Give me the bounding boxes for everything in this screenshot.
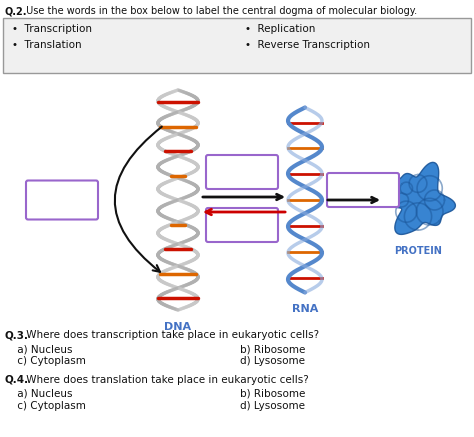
FancyBboxPatch shape [206,155,278,189]
Text: c) Cytoplasm: c) Cytoplasm [14,356,86,366]
Text: Use the words in the box below to label the central dogma of molecular biology.: Use the words in the box below to label … [23,6,417,16]
FancyBboxPatch shape [3,18,471,73]
Text: •  Transcription: • Transcription [12,24,92,34]
Text: a) Nucleus: a) Nucleus [14,389,73,399]
Text: b) Ribosome: b) Ribosome [240,389,305,399]
Text: Where does translation take place in eukaryotic cells?: Where does translation take place in euk… [23,375,309,385]
FancyBboxPatch shape [26,180,98,219]
Text: Q.2.: Q.2. [5,6,27,16]
Text: •  Replication: • Replication [245,24,315,34]
Text: DNA: DNA [164,322,191,332]
Text: b) Ribosome: b) Ribosome [240,344,305,354]
Text: Q.4.: Q.4. [5,375,29,385]
Text: c) Cytoplasm: c) Cytoplasm [14,401,86,411]
Text: Q.3.: Q.3. [5,330,29,340]
FancyBboxPatch shape [206,208,278,242]
Text: a) Nucleus: a) Nucleus [14,344,73,354]
Text: RNA: RNA [292,305,318,315]
Text: •  Translation: • Translation [12,40,82,50]
Text: Where does transcription take place in eukaryotic cells?: Where does transcription take place in e… [23,330,319,340]
FancyArrowPatch shape [115,127,162,272]
Text: d) Lysosome: d) Lysosome [240,356,305,366]
Text: d) Lysosome: d) Lysosome [240,401,305,411]
Polygon shape [384,163,456,234]
Text: PROTEIN: PROTEIN [394,246,442,256]
Text: •  Reverse Transcription: • Reverse Transcription [245,40,370,50]
FancyBboxPatch shape [327,173,399,207]
